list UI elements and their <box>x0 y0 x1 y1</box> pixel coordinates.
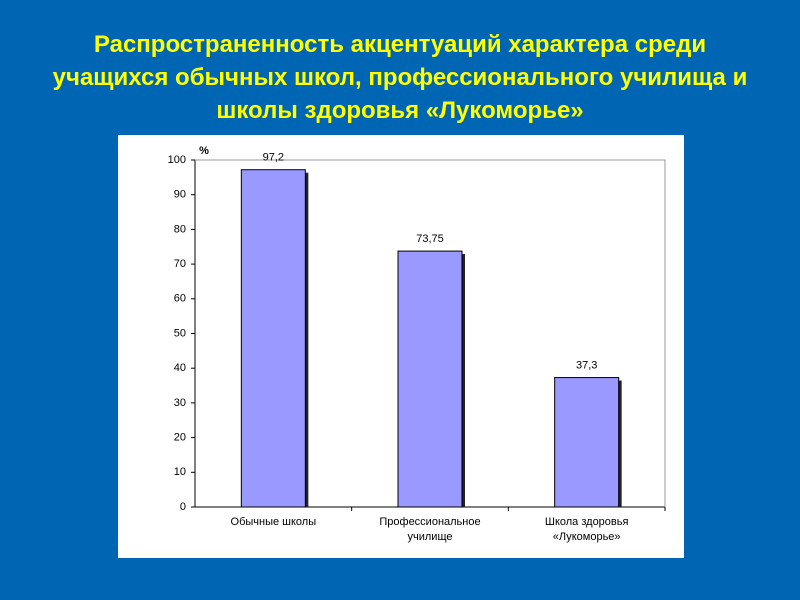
plot-frame <box>195 159 666 507</box>
x-tick-label: Профессиональное училище <box>379 516 481 543</box>
value-label: 73,75 <box>416 233 444 245</box>
y-tick-label: 50 <box>174 327 186 339</box>
slide-title: Распространенность акцентуаций характера… <box>52 31 748 124</box>
value-label: 37,3 <box>576 359 597 371</box>
y-tick-label: 60 <box>174 293 186 305</box>
y-unit: % <box>199 145 209 157</box>
y-tick-label: 100 <box>168 154 186 166</box>
y-tick-label: 30 <box>174 397 186 409</box>
bar <box>554 377 620 508</box>
y-tick-label: 10 <box>174 466 186 478</box>
y-tick-label: 40 <box>174 362 186 374</box>
y-tick-label: 80 <box>174 223 186 235</box>
y-tick-label: 90 <box>174 189 186 201</box>
y-tick-label: 0 <box>180 501 186 513</box>
x-tick-label: Школа здоровья «Лукоморье» <box>544 516 629 543</box>
bar <box>397 250 463 508</box>
bar <box>240 169 306 508</box>
x-tick-label: Обычные школы <box>230 516 317 528</box>
value-label: 97,2 <box>263 152 284 164</box>
y-tick-label: 70 <box>174 258 186 270</box>
y-tick-label: 20 <box>174 432 186 444</box>
